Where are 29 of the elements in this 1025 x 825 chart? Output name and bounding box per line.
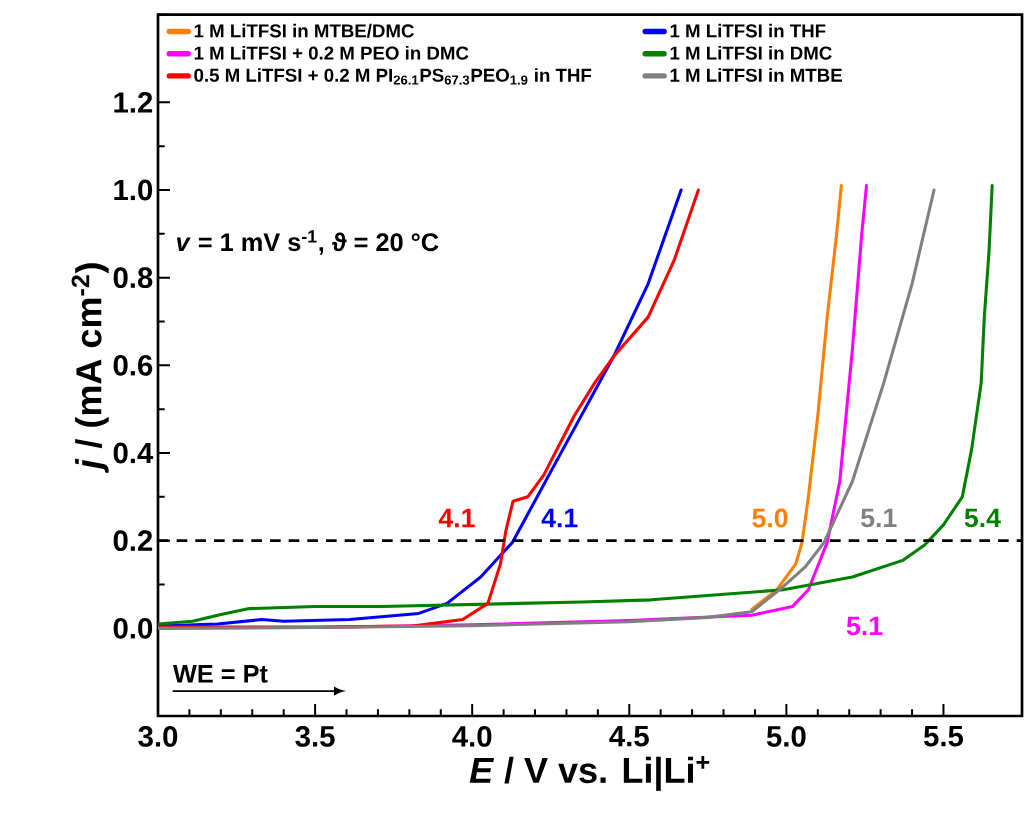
- x-tick-label: 4.5: [609, 726, 649, 747]
- x-tick-label: 4.0: [452, 726, 492, 747]
- y-tick-label: 0.6: [113, 354, 153, 376]
- x-tick-label: 5.5: [923, 726, 964, 747]
- annotation: 5.1: [846, 616, 883, 636]
- y-tick-label: 0.8: [113, 267, 153, 289]
- y-tick-label: 1.2: [114, 92, 153, 113]
- annotation: 5.1: [861, 508, 897, 528]
- y-tick-label: 1.0: [114, 179, 153, 201]
- legend-label: 0.5 M LiTFSI + 0.2 M PI$_{26.1}$PS$_{67.3}$PEO$_{1.9}$ in THF: [194, 68, 592, 85]
- legend-label: 1 M LiTFSI in DMC: [670, 45, 832, 60]
- annotation: WE = Pt: [172, 665, 268, 683]
- x-tick-label: 3.5: [295, 726, 335, 747]
- annotation: 4.1: [541, 508, 578, 528]
- annotation: v = 1 mV s$^{-1}$, ϑ = 20 °C: [176, 230, 439, 255]
- x-tick-label: 3.0: [138, 726, 178, 747]
- legend-label: 1 M LiTFSI in MTBE/DMC: [194, 23, 414, 38]
- annotation: 4.1: [438, 508, 475, 528]
- y-axis-title: j / (mA cm$^{-2}$): [71, 263, 109, 474]
- legend-label: 1 M LiTFSI + 0.2 M PEO in DMC: [194, 45, 469, 60]
- y-tick-label: 0.0: [113, 617, 153, 639]
- y-tick-label: 0.2: [113, 530, 153, 552]
- annotation: 5.0: [752, 508, 788, 528]
- x-tick-label: 5.0: [766, 726, 806, 747]
- x-axis-title: E / V vs. Li|Li$^{+}$: [469, 756, 710, 791]
- annotation: 5.4: [964, 508, 1001, 528]
- legend-label: 1 M LiTFSI in THF: [670, 23, 826, 38]
- y-tick-label: 0.4: [113, 442, 154, 464]
- legend-label: 1 M LiTFSI in MTBE: [670, 68, 842, 82]
